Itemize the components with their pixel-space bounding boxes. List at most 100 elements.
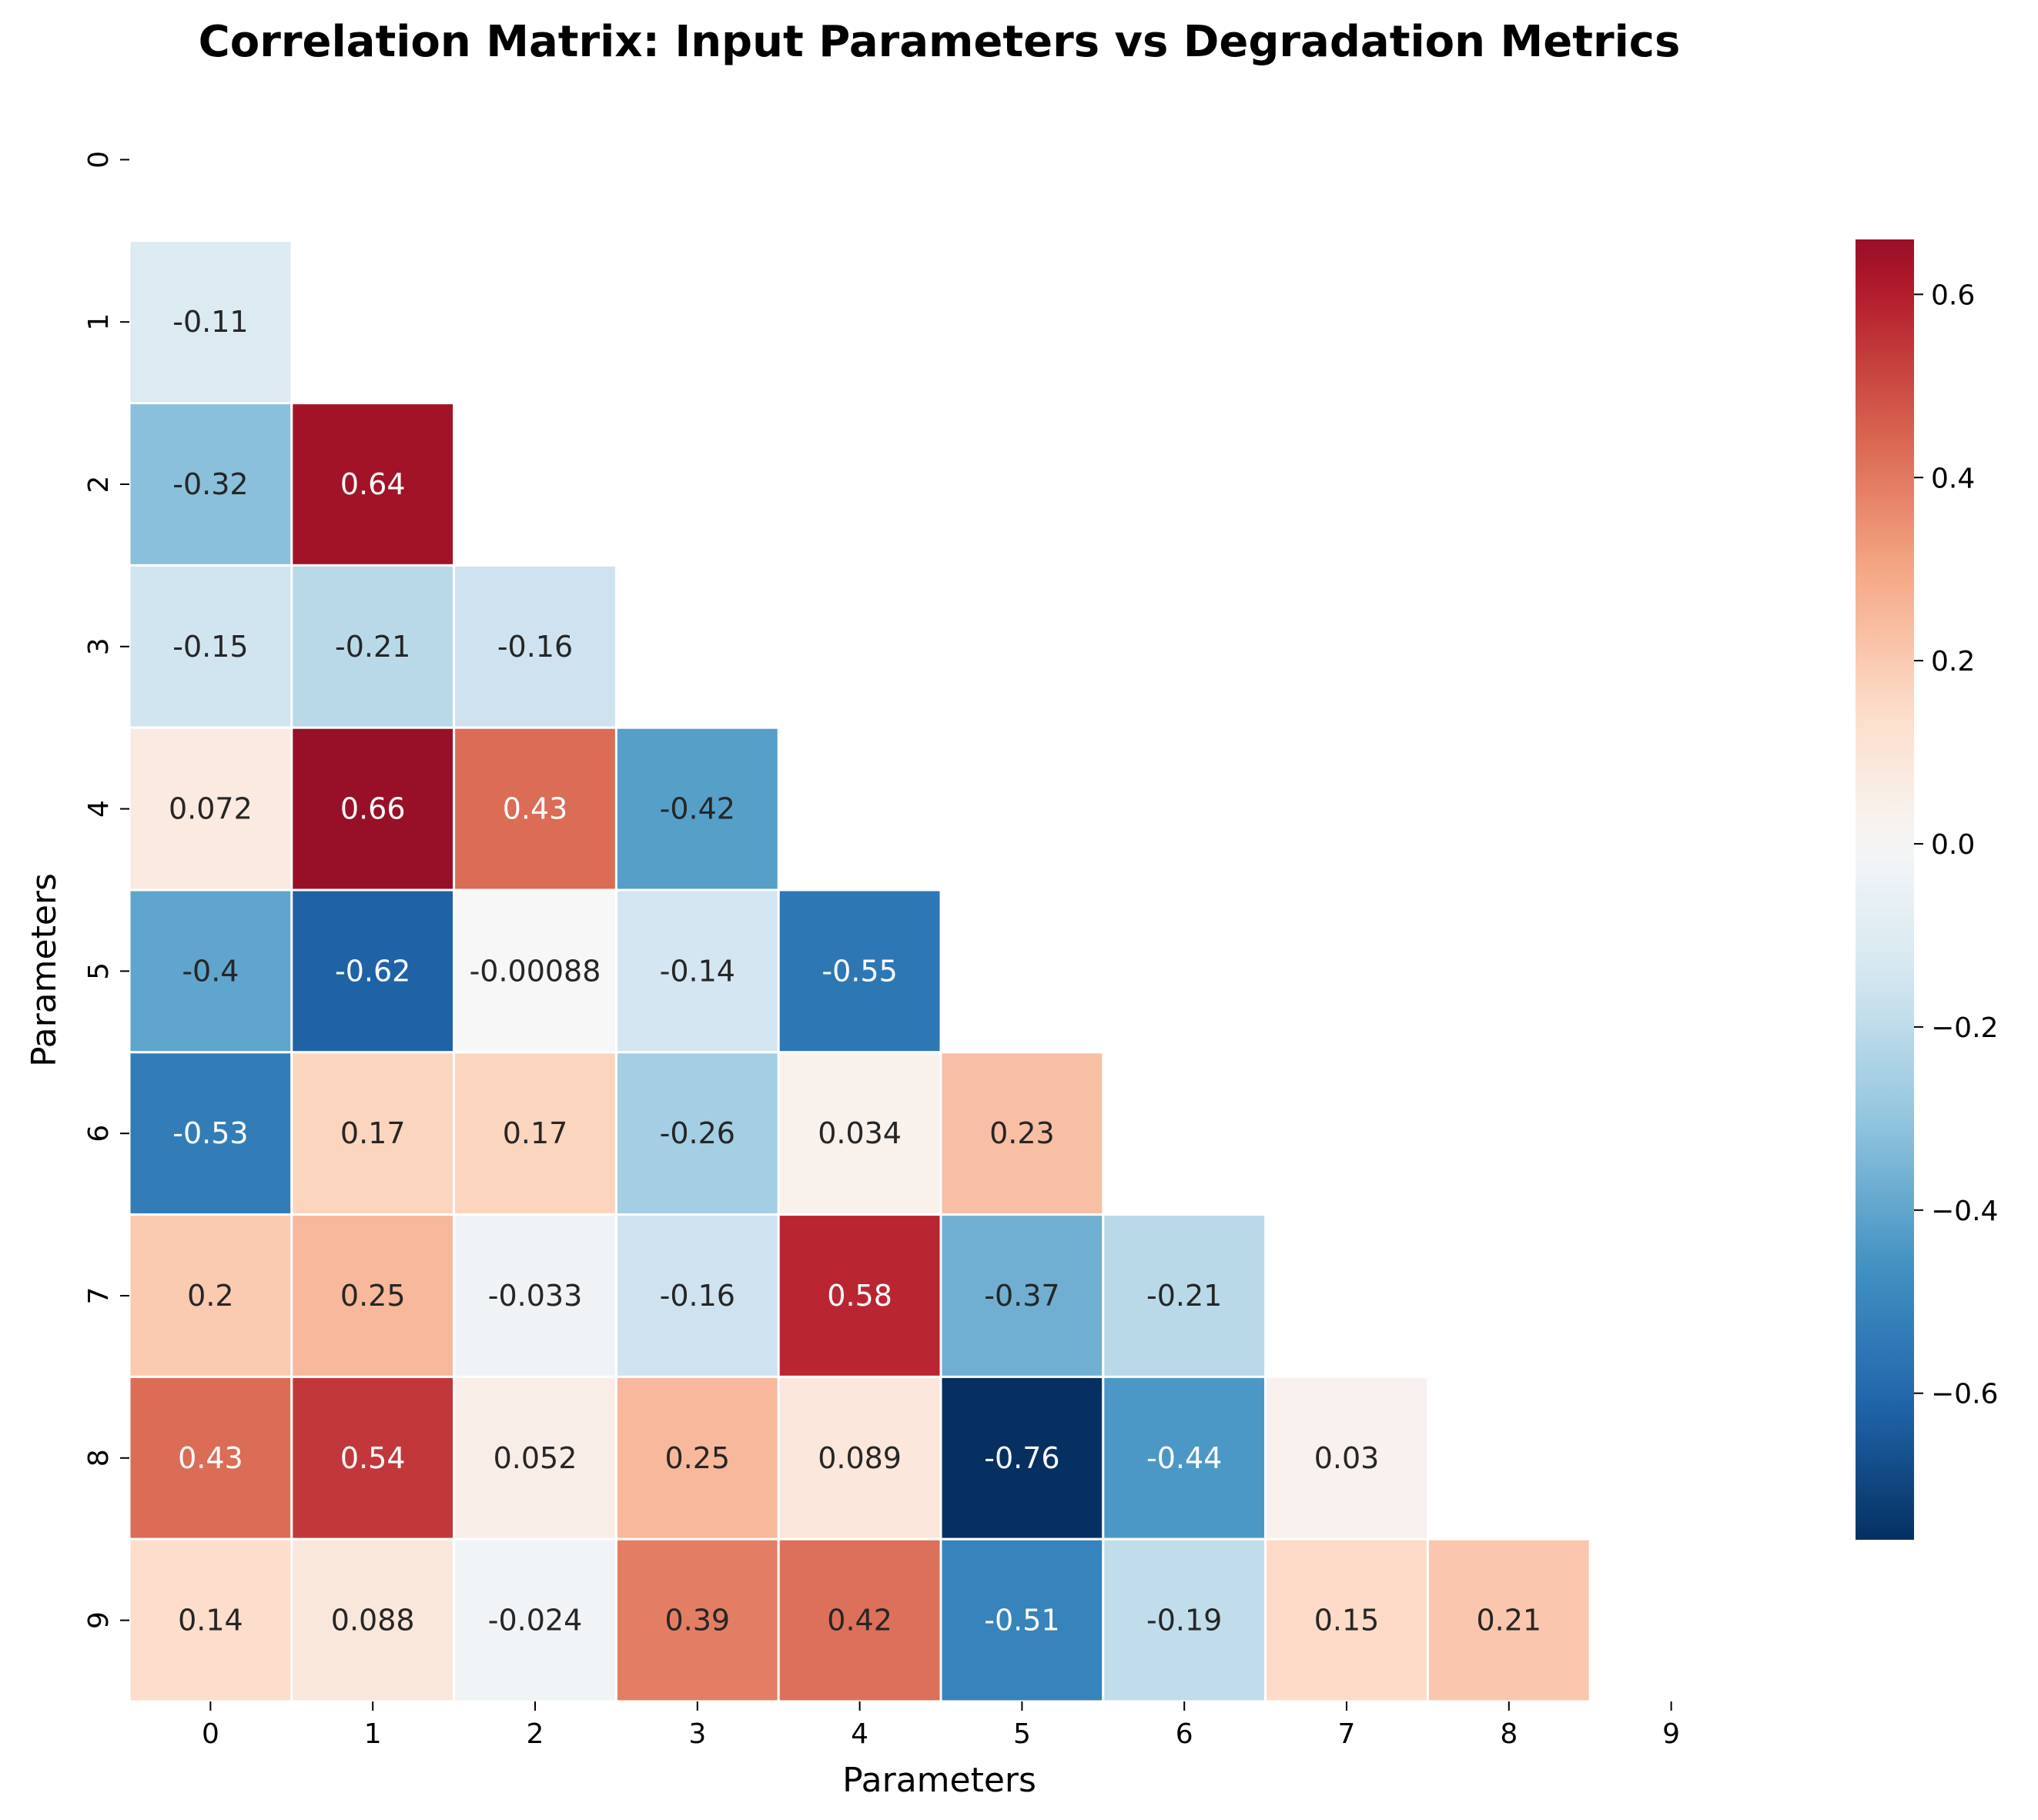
heatmap-cell [1426,1537,1591,1703]
y-tick-label: 2 [83,476,115,493]
heatmap-cell [777,1051,942,1216]
cell-value-label: -0.32 [172,467,248,501]
x-tick-label: 9 [1662,1718,1680,1750]
cell-value-label: -0.37 [984,1279,1059,1313]
cell-value-label: -0.15 [172,630,248,664]
cell-value-label: -0.16 [660,1279,735,1313]
heatmap-cell [939,1537,1105,1703]
y-tick-label: 4 [83,800,115,818]
y-axis-label: Parameters [25,873,64,1067]
cell-value-label: 0.42 [827,1604,892,1638]
colorbar: 0.6 0.4 0.2 0.0 −0.2 −0.4 −0.6 [1856,239,1998,1540]
cell-value-label: 0.17 [340,1116,406,1150]
cell-value-label: 0.25 [664,1441,730,1475]
y-tick-label: 3 [83,637,115,655]
cell-value-label: -0.51 [984,1604,1059,1638]
cell-value-label: -0.26 [660,1116,735,1150]
cell-value-label: 0.21 [1476,1604,1541,1638]
heatmap-cell [128,1537,293,1703]
cell-value-label: 0.25 [340,1279,406,1313]
cell-value-label: 0.03 [1314,1441,1380,1475]
cell-value-label: 0.088 [331,1604,415,1638]
x-axis-label: Parameters [842,1761,1036,1800]
cell-value-label: 0.39 [664,1604,730,1638]
cell-value-label: 0.2 [187,1279,233,1313]
colorbar-tick-label: −0.4 [1931,1196,1998,1227]
y-axis-ticks: 0 1 2 3 4 5 6 7 8 9 [83,151,129,1629]
heatmap-cell [128,564,293,729]
heatmap-cell [777,888,942,1054]
heatmap-cells: -0.11 -0.32 0.64 -0.15 -0.21 -0.16 0.072 0.66 0.… [128,239,1591,1703]
cell-value-label: 0.034 [818,1116,902,1150]
chart-title: Correlation Matrix: Input Parameters vs … [199,17,1681,67]
x-tick-label: 0 [202,1718,219,1750]
x-tick-label: 6 [1176,1718,1193,1750]
colorbar-tick-label: 0.4 [1931,463,1975,494]
heatmap-cell [1264,1375,1429,1541]
cell-value-label: -0.14 [660,954,735,988]
heatmap-cell [939,1051,1105,1216]
cell-value-label: -0.62 [335,954,410,988]
colorbar-tick-label: 0.6 [1931,279,1975,311]
y-tick-label: 9 [83,1611,115,1629]
cell-value-label: -0.42 [660,792,735,826]
cell-value-label: 0.23 [989,1116,1055,1150]
heatmap-cell [1102,1537,1267,1703]
colorbar-ticks: 0.6 0.4 0.2 0.0 −0.2 −0.4 −0.6 [1914,279,1998,1410]
heatmap-cell [128,1213,293,1378]
cell-value-label: -0.19 [1146,1604,1222,1638]
cell-value-label: 0.58 [827,1279,892,1313]
cell-value-label: 0.15 [1314,1604,1380,1638]
x-tick-label: 8 [1500,1718,1518,1750]
y-tick-label: 7 [83,1287,115,1305]
cell-value-label: -0.55 [822,954,897,988]
colorbar-tick-label: 0.2 [1931,646,1975,677]
heatmap-cell [614,888,780,1054]
x-tick-label: 3 [688,1718,706,1750]
y-tick-label: 6 [83,1125,115,1143]
heatmap-cell [453,1375,617,1541]
colorbar-tick-label: −0.6 [1931,1379,1998,1410]
cell-value-label: -0.00088 [470,954,601,988]
heatmap-cell [290,888,456,1054]
cell-value-label: -0.16 [497,630,573,664]
y-tick-label: 1 [83,313,115,331]
heatmap-cell [290,1537,456,1703]
x-tick-label: 5 [1013,1718,1031,1750]
cell-value-label: 0.17 [503,1116,568,1150]
cell-value-label: 0.43 [503,792,568,826]
cell-value-label: -0.44 [1146,1441,1222,1475]
heatmap-cell [614,1213,780,1378]
cell-value-label: 0.072 [169,792,253,826]
cell-value-label: -0.11 [172,305,248,339]
heatmap-cell [290,726,456,892]
x-tick-label: 7 [1338,1718,1356,1750]
cell-value-label: -0.21 [1146,1279,1222,1313]
heatmap-cell [614,1537,780,1703]
cell-value-label: -0.033 [488,1279,583,1313]
cell-value-label: 0.14 [178,1604,243,1638]
x-axis-ticks: 0 1 2 3 4 5 6 7 8 9 [202,1701,1680,1750]
heatmap-cell [1102,1375,1267,1541]
heatmap-cell [614,1051,780,1216]
heatmap-cell [939,1213,1105,1378]
heatmap-cell [453,564,617,729]
heatmap-cell [453,1537,617,1703]
cell-value-label: 0.089 [818,1441,902,1475]
x-tick-label: 4 [851,1718,868,1750]
cell-value-label: 0.43 [178,1441,243,1475]
heatmap-cell [128,1375,293,1541]
colorbar-gradient [1856,239,1914,1540]
heatmap-cell [290,402,456,567]
cell-value-label: -0.76 [984,1441,1059,1475]
y-tick-label: 8 [83,1449,115,1467]
heatmap-cell [290,1051,456,1216]
x-tick-label: 1 [364,1718,382,1750]
cell-value-label: -0.4 [182,954,239,988]
cell-value-label: 0.052 [494,1441,577,1475]
heatmap-cell [128,239,293,405]
cell-value-label: 0.66 [340,792,406,826]
heatmap-cell [453,1051,617,1216]
heatmap-cell [1102,1213,1267,1378]
